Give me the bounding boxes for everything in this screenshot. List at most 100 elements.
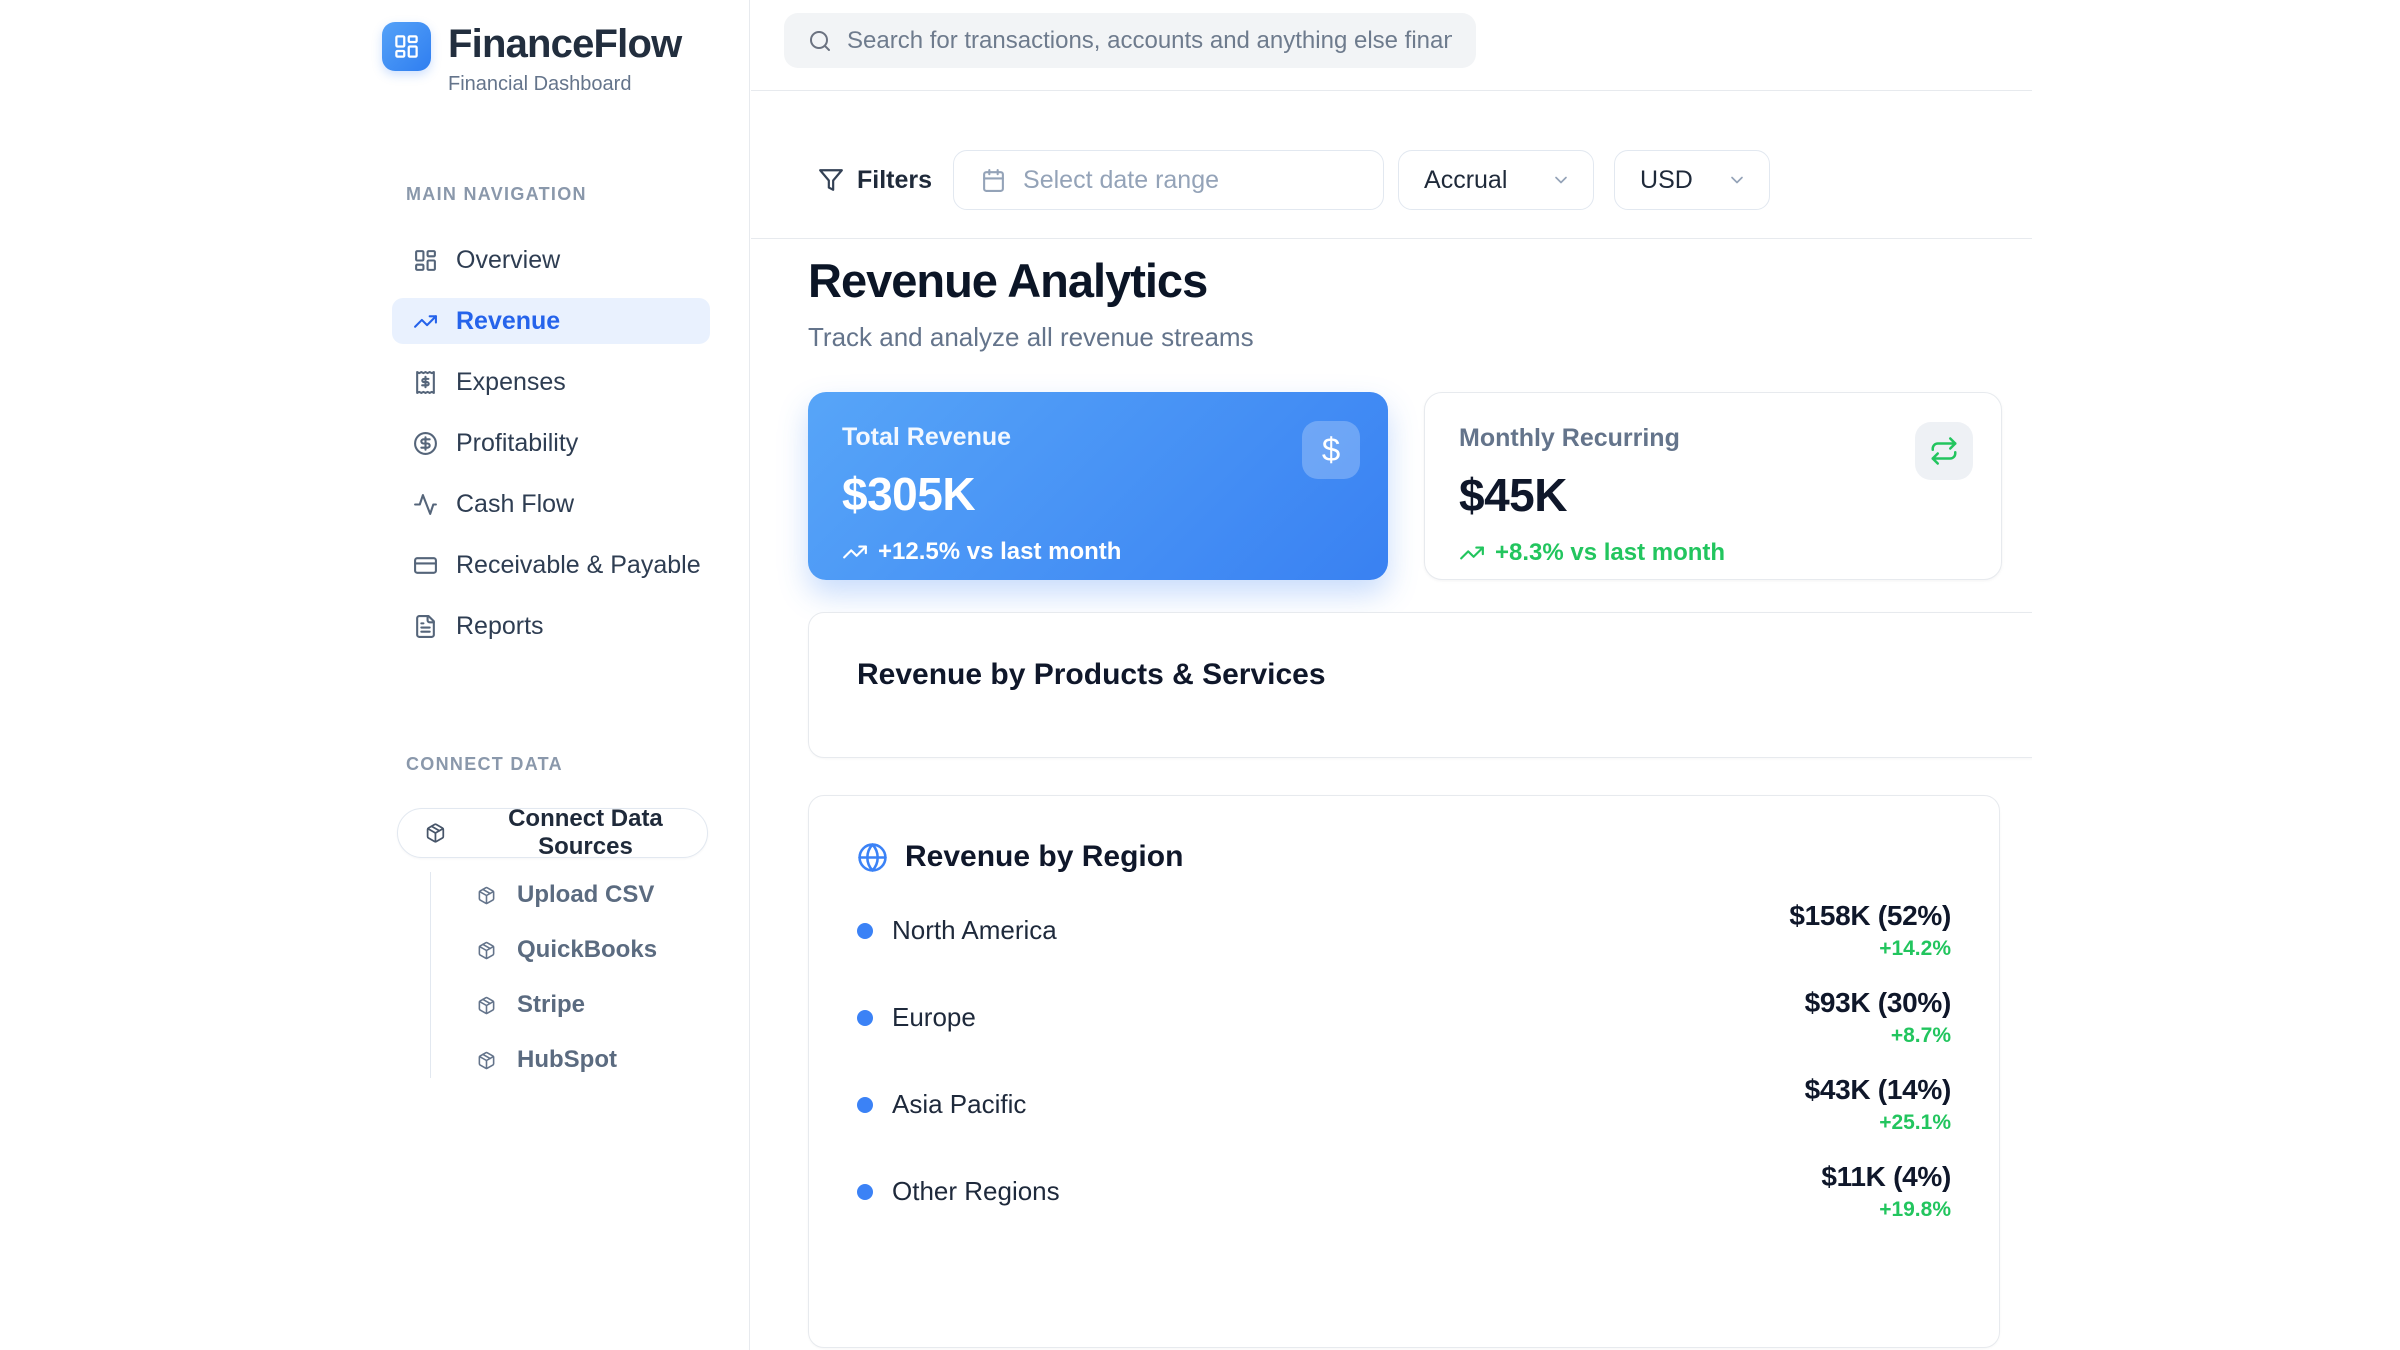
credit-card-icon (413, 553, 438, 578)
region-value: $43K (14%) (1804, 1074, 1952, 1105)
stat-value: $305K (842, 468, 976, 520)
region-delta: +14.2% (1879, 937, 1951, 960)
filters-label: Filters (857, 165, 933, 194)
region-dot (857, 1009, 873, 1026)
main-navigation-heading: MAIN NAVIGATION (406, 184, 587, 204)
region-dot (857, 1183, 873, 1200)
connect-item-hubspot[interactable]: HubSpot (477, 1045, 657, 1075)
sidebar-item-revenue[interactable]: Revenue (392, 298, 710, 344)
activity-icon (413, 492, 438, 517)
search-input[interactable] (847, 26, 1452, 55)
dollar-icon: $ (1302, 421, 1360, 479)
calendar-icon (981, 168, 1006, 193)
accounting-basis-value: Accrual (1424, 165, 1508, 194)
connect-item-quickbooks[interactable]: QuickBooks (477, 935, 657, 965)
region-value: $11K (4%) (1821, 1161, 1951, 1192)
stat-delta: +12.5% vs last month (842, 538, 1354, 566)
page-header: Revenue Analytics Track and analyze all … (808, 254, 1254, 353)
connect-items-list: Upload CSV QuickBooks Stripe HubSpot (477, 880, 657, 1100)
repeat-icon (1915, 422, 1973, 480)
region-name: Europe (892, 1002, 976, 1032)
sidebar-item-label: Overview (456, 245, 561, 274)
trending-up-icon (413, 309, 438, 334)
products-card-title: Revenue by Products & Services (857, 658, 1326, 691)
region-row-asia-pacific: Asia Pacific $43K (14%) +25.1% (857, 1061, 1951, 1148)
receipt-icon (413, 370, 438, 395)
page-subtitle: Track and analyze all revenue streams (808, 322, 1254, 353)
connect-item-label: QuickBooks (517, 936, 658, 963)
top-search-bar (751, 0, 2032, 91)
accounting-basis-select[interactable]: Accrual (1398, 150, 1595, 210)
stat-cards-row: Total Revenue $305K +12.5% vs last month… (808, 392, 2002, 580)
date-range-picker[interactable]: Select date range (953, 150, 1385, 210)
sidebar-item-reports[interactable]: Reports (392, 603, 710, 649)
filter-bar: Filters Select date range Accrual USD (751, 91, 2032, 239)
stat-delta: +8.3% vs last month (1459, 539, 1967, 567)
layout-dashboard-icon (413, 248, 438, 273)
trending-up-icon (1459, 540, 1485, 566)
revenue-by-products-card: Revenue by Products & Services (808, 612, 2032, 758)
currency-select[interactable]: USD (1614, 150, 1771, 210)
region-row-europe: Europe $93K (30%) +8.7% (857, 974, 1951, 1061)
region-card-title: Revenue by Region (905, 840, 1184, 873)
brand: FinanceFlow Financial Dashboard (382, 22, 682, 96)
region-delta: +19.8% (1879, 1198, 1951, 1221)
trending-up-icon (842, 539, 868, 565)
search-icon (808, 29, 832, 53)
brand-name: FinanceFlow (448, 22, 682, 66)
sidebar-item-label: Expenses (456, 367, 566, 396)
brand-subtitle: Financial Dashboard (448, 73, 632, 95)
region-card-header: Revenue by Region (857, 840, 1951, 874)
currency-value: USD (1640, 165, 1693, 194)
package-icon (425, 822, 446, 844)
sidebar-item-expenses[interactable]: Expenses (392, 359, 710, 405)
connect-items-guide-line (430, 872, 431, 1078)
connect-item-upload-csv[interactable]: Upload CSV (477, 880, 657, 910)
sidebar-item-label: Reports (456, 611, 544, 640)
region-dot (857, 922, 873, 939)
package-icon (477, 941, 496, 960)
connect-data-heading: CONNECT DATA (406, 754, 563, 774)
region-name: Asia Pacific (892, 1089, 1027, 1119)
connect-data-sources-button[interactable]: Connect Data Sources (397, 805, 708, 860)
connect-item-label: Stripe (517, 991, 586, 1018)
chevron-down-icon (1551, 170, 1571, 190)
sidebar-item-label: Revenue (456, 306, 561, 335)
region-delta: +8.7% (1890, 1024, 1951, 1047)
filters-label-group: Filters (818, 150, 932, 210)
connect-item-stripe[interactable]: Stripe (477, 990, 657, 1020)
globe-icon (857, 842, 888, 873)
circle-dollar-icon (413, 431, 438, 456)
revenue-by-region-card: Revenue by Region North America $158K (5… (808, 795, 2000, 1348)
region-name: Other Regions (892, 1176, 1060, 1206)
sidebar-item-receivable-payable[interactable]: Receivable & Payable (392, 542, 710, 588)
region-rows: North America $158K (52%) +14.2% Europe … (857, 887, 1951, 1235)
chevron-down-icon (1727, 170, 1747, 190)
main-navigation: Overview Revenue Expenses Profitability … (392, 237, 710, 664)
stat-label: Total Revenue (842, 423, 1012, 451)
sidebar-item-cash-flow[interactable]: Cash Flow (392, 481, 710, 527)
sidebar-item-label: Profitability (456, 428, 579, 457)
brand-logo-icon (382, 22, 431, 71)
connect-item-label: Upload CSV (517, 881, 655, 908)
monthly-recurring-card: Monthly Recurring $45K +8.3% vs last mon… (1424, 392, 2002, 580)
search-box[interactable] (784, 13, 1476, 68)
region-name: North America (892, 915, 1057, 945)
stat-label: Monthly Recurring (1459, 424, 1680, 452)
main-content: Filters Select date range Accrual USD Re… (751, 0, 2032, 1350)
file-text-icon (413, 614, 438, 639)
date-range-placeholder: Select date range (1023, 165, 1220, 194)
total-revenue-card: Total Revenue $305K +12.5% vs last month… (808, 392, 1388, 580)
sidebar-item-label: Cash Flow (456, 489, 575, 518)
stat-value: $45K (1459, 469, 1567, 521)
filter-funnel-icon (818, 167, 844, 193)
region-dot (857, 1096, 873, 1113)
region-delta: +25.1% (1879, 1111, 1951, 1134)
page-title: Revenue Analytics (808, 254, 1208, 307)
region-value: $158K (52%) (1789, 900, 1951, 931)
sidebar-item-overview[interactable]: Overview (392, 237, 710, 283)
sidebar-item-profitability[interactable]: Profitability (392, 420, 710, 466)
region-row-north-america: North America $158K (52%) +14.2% (857, 887, 1951, 974)
package-icon (477, 996, 496, 1015)
connect-button-label: Connect Data Sources (508, 805, 663, 860)
